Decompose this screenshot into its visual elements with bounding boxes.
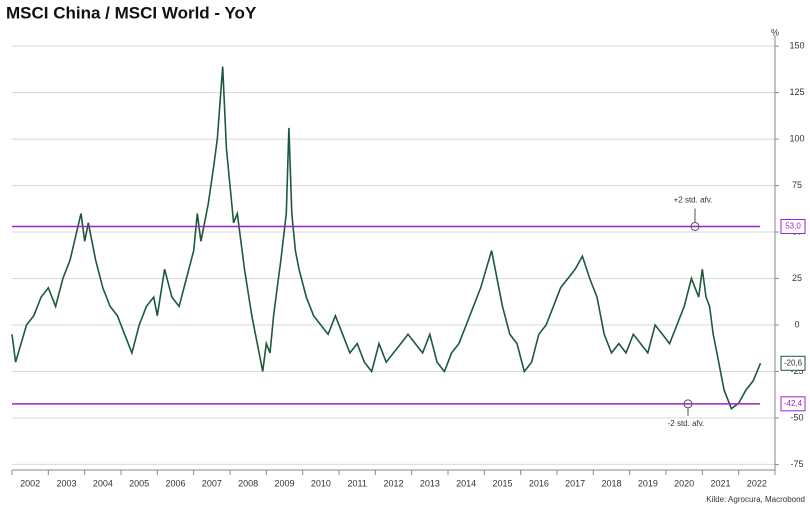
source: Kilde: Agrocura, Macrobond [706,495,805,504]
line-series [11,66,762,410]
y-tick-label: 100 [789,133,804,143]
threshold-label-box [780,218,806,234]
x-tick-label: 2002 [20,478,40,488]
y-tick-label: 150 [789,41,804,51]
x-tick-label: 2022 [747,478,767,488]
x-tick-label: 2005 [129,478,149,488]
x-tick-label: 2015 [492,478,512,488]
x-tick-label: 2021 [710,478,730,488]
x-tick-label: 2003 [56,478,76,488]
x-tick-label: 2008 [238,478,258,488]
x-tick-label: 2017 [565,478,585,488]
x-tick-label: 2010 [311,478,331,488]
chart-title: MSCI China / MSCI World - YoY [6,3,257,22]
annotation: +2 std. afv. [674,196,713,205]
threshold-label: 53,0 [785,222,801,231]
threshold-label-box [780,396,806,412]
annotation: -2 std. afv. [668,419,705,428]
y-tick-label: 75 [792,180,802,190]
x-tick-label: 2019 [638,478,658,488]
x-tick-label: 2020 [674,478,694,488]
x-tick-label: 2007 [202,478,222,488]
x-tick-label: 2006 [165,478,185,488]
end-label-box [780,355,806,371]
end-value-label: -20,6 [784,358,803,367]
x-tick-label: 2018 [601,478,621,488]
x-tick-label: 2016 [529,478,549,488]
x-tick-label: 2012 [383,478,403,488]
y-tick-label: -25 [790,366,803,376]
y-tick-label: 0 [794,319,799,329]
y-tick-label: 25 [792,273,802,283]
x-tick-label: 2011 [347,478,366,488]
y-tick-label: 125 [789,87,804,97]
y-tick-label: -75 [790,459,803,469]
x-tick-label: 2004 [93,478,113,488]
x-tick-label: 2014 [456,478,476,488]
y-tick-label: -50 [790,412,803,422]
x-tick-label: 2009 [274,478,294,488]
threshold-label: -42,4 [784,399,803,408]
y-unit: % [771,27,779,37]
x-tick-label: 2013 [420,478,440,488]
